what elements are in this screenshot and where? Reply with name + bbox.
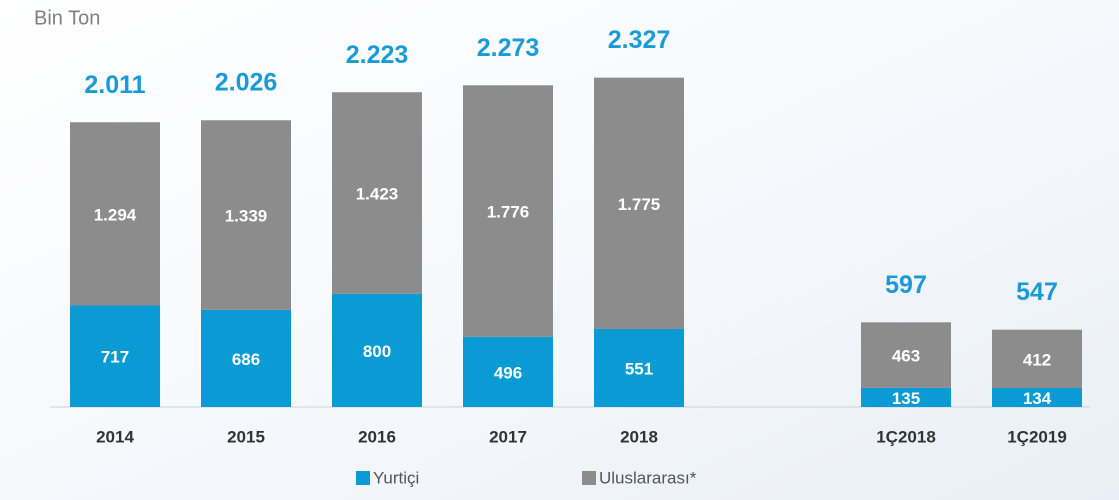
bar-segment [861,387,951,407]
segment-label: 135 [892,389,920,408]
bar-segment [594,328,684,407]
bar-segment [201,309,291,407]
segment-label: 800 [363,342,391,361]
bar-segment [463,85,553,337]
bar-segment [861,322,951,388]
legend-label: Yurtiçi [373,468,419,487]
x-tick-label: 2014 [96,427,134,446]
segment-label: 1.294 [94,205,137,224]
bar-segment [594,77,684,329]
bar-segment [70,305,160,407]
bar-segment [992,329,1082,389]
segment-label: 463 [892,347,920,366]
x-tick-label: 1Ç2018 [876,427,936,446]
segment-label: 686 [232,350,260,369]
legend-swatch [582,471,596,485]
bar-segment [463,336,553,407]
segment-label: 717 [101,348,129,367]
segment-label: 1.339 [225,207,268,226]
x-tick-label: 2016 [358,427,396,446]
total-label: 547 [1016,278,1058,306]
bar-segment [332,92,422,294]
x-tick-label: 2018 [620,427,658,446]
segment-label: 134 [1023,389,1052,408]
segment-label: 1.423 [356,184,399,203]
legend-label: Uluslararası* [599,468,697,487]
segment-label: 412 [1023,350,1051,369]
total-label: 2.273 [477,34,540,62]
bar-segment [70,122,160,306]
total-label: 2.011 [84,71,145,99]
segment-label: 551 [625,359,653,378]
total-label: 2.223 [346,41,409,69]
x-tick-label: 2017 [489,427,527,446]
segment-label: 1.775 [618,195,661,214]
legend-swatch [356,471,370,485]
segment-label: 1.776 [487,203,530,222]
bar-segment [992,388,1082,407]
chart-title: Bin Ton [34,7,100,29]
total-label: 597 [885,271,927,299]
x-tick-label: 1Ç2019 [1007,427,1067,446]
bar-segment [332,293,422,407]
segment-label: 496 [494,363,522,382]
x-tick-label: 2015 [227,427,265,446]
total-label: 2.327 [608,26,671,54]
total-label: 2.026 [215,69,278,97]
bar-segment [201,120,291,310]
